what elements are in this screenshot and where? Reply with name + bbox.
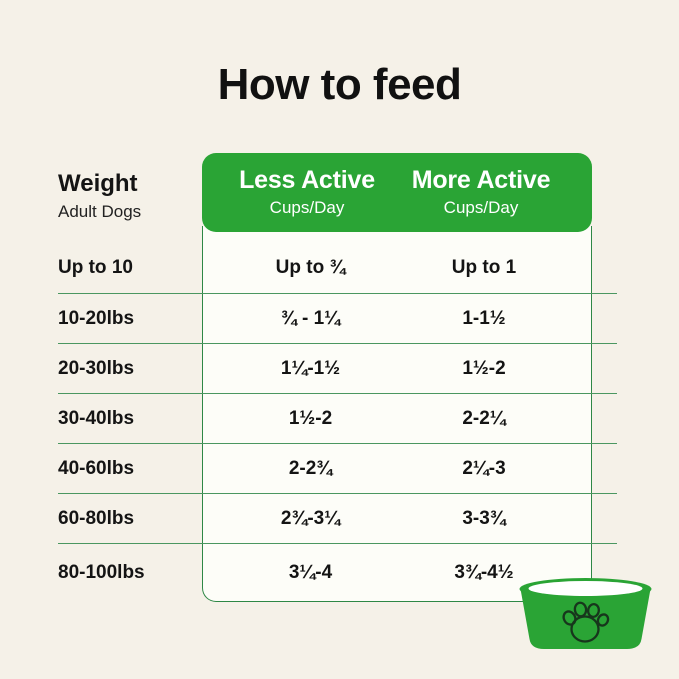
dog-bowl-icon bbox=[519, 578, 652, 649]
more-active-cell: 2¼-3 bbox=[462, 457, 506, 479]
less-active-label: Less Active bbox=[239, 166, 375, 195]
table-row: 20-30lbs 1¼-1½ 1½-2 bbox=[58, 343, 617, 393]
more-active-cell: 1½-2 bbox=[462, 357, 506, 379]
less-active-sublabel: Cups/Day bbox=[269, 197, 345, 217]
less-active-cell: 3¼-4 bbox=[288, 562, 333, 583]
paw-print-icon bbox=[562, 601, 610, 643]
less-active-cell: ¾ - 1¼ bbox=[280, 307, 341, 329]
table-row: 30-40lbs 1½-2 2-2¼ bbox=[58, 393, 617, 443]
less-active-cell: 2¾-3¼ bbox=[280, 507, 341, 529]
less-active-cell: 1½-2 bbox=[288, 407, 333, 429]
more-active-cell: 3¾-4½ bbox=[454, 562, 514, 583]
more-active-cell: Up to 1 bbox=[451, 257, 517, 278]
header-less-active: Less Active Cups/Day bbox=[220, 167, 394, 218]
weight-cell: 10-20lbs bbox=[58, 307, 135, 329]
weight-cell: 60-80lbs bbox=[58, 507, 135, 529]
page-title: How to feed bbox=[217, 60, 462, 109]
table-row: 80-100lbs 3¼-4 3¾-4½ bbox=[58, 543, 617, 602]
more-active-cell: 2-2¼ bbox=[462, 407, 506, 429]
less-active-cell: 1¼-1½ bbox=[280, 357, 341, 379]
table-card bbox=[202, 226, 592, 602]
weight-cell: 80-100lbs bbox=[58, 562, 145, 583]
weight-cell: 40-60lbs bbox=[58, 457, 135, 479]
less-active-cell: 2-2¾ bbox=[288, 457, 333, 479]
more-active-label: More Active bbox=[411, 166, 551, 195]
table-row: 40-60lbs 2-2¾ 2¼-3 bbox=[58, 443, 617, 493]
weight-sublabel: Adult Dogs bbox=[58, 202, 142, 221]
weight-cell: 20-30lbs bbox=[58, 357, 135, 379]
header-more-active: More Active Cups/Day bbox=[394, 167, 568, 218]
weight-cell: Up to 10 bbox=[58, 257, 133, 278]
more-active-cell: 3-3¾ bbox=[462, 507, 506, 529]
table-row: 10-20lbs ¾ - 1¼ 1-1½ bbox=[58, 293, 617, 343]
weight-label: Weight bbox=[58, 170, 138, 197]
table-row: 60-80lbs 2¾-3¼ 3-3¾ bbox=[58, 493, 617, 543]
more-active-sublabel: Cups/Day bbox=[443, 197, 519, 217]
weight-column-header: Weight Adult Dogs bbox=[58, 170, 141, 222]
table-rows: Up to 10 Up to ¾ Up to 1 10-20lbs ¾ - 1¼… bbox=[58, 243, 617, 602]
less-active-cell: Up to ¾ bbox=[275, 257, 346, 278]
table-header: Less Active Cups/Day More Active Cups/Da… bbox=[202, 153, 592, 232]
table-row: Up to 10 Up to ¾ Up to 1 bbox=[58, 243, 617, 293]
more-active-cell: 1-1½ bbox=[462, 307, 506, 329]
weight-cell: 30-40lbs bbox=[58, 407, 135, 429]
